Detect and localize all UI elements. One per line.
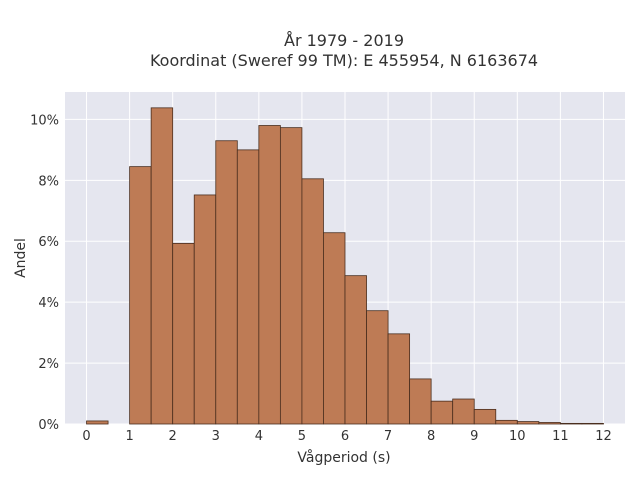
histogram-bar [581,422,604,425]
histogram-bar [559,422,583,425]
x-tick-label: 5 [298,429,306,444]
chart-title: År 1979 - 2019 [284,31,404,50]
histogram-bar [430,400,454,425]
x-tick-label: 0 [82,429,90,444]
histogram-bar [129,166,152,425]
x-tick-label: 4 [255,429,263,444]
y-axis-ticks: 0% 2% 4% 6% 8% 10% [30,113,59,433]
y-axis-label: Andel [13,238,29,278]
histogram-bar [495,419,518,425]
chart-subtitle: Koordinat (Sweref 99 TM): E 455954, N 61… [150,51,538,70]
histogram-bar [387,333,411,425]
y-tick-label: 2% [38,357,59,372]
y-tick-label: 6% [38,235,59,250]
x-axis-label: Vågperiod (s) [297,449,390,466]
x-tick-label: 12 [595,429,612,444]
y-tick-label: 8% [38,174,59,189]
x-tick-label: 9 [470,429,478,444]
histogram-bar [538,422,561,425]
histogram-bar [344,275,367,425]
histogram-bar [279,127,303,425]
histogram-bar [452,398,475,425]
histogram-bar [215,140,238,425]
x-tick-label: 8 [427,429,435,444]
x-tick-label: 10 [509,429,526,444]
histogram-bar [323,232,346,425]
histogram-bar [301,178,324,425]
x-axis-ticks: 0 1 2 3 4 5 6 7 8 9 10 11 12 [82,429,611,444]
x-tick-label: 11 [552,429,569,444]
histogram-bar [150,107,174,425]
bars-layer [86,107,604,425]
histogram-bar [86,420,109,425]
x-tick-label: 6 [341,429,349,444]
y-tick-label: 4% [38,296,59,311]
x-tick-label: 3 [212,429,220,444]
histogram-bar [258,125,281,425]
x-tick-label: 7 [384,429,392,444]
y-tick-label: 10% [30,113,59,128]
histogram-bar [236,149,260,425]
histogram-bar [516,421,540,425]
histogram-bar [473,408,497,425]
histogram-bar [193,194,217,425]
histogram-bar [366,310,389,425]
x-tick-label: 2 [169,429,177,444]
x-tick-label: 1 [125,429,133,444]
histogram-bar [172,242,195,425]
y-tick-label: 0% [38,418,59,433]
histogram-bar [409,378,432,425]
